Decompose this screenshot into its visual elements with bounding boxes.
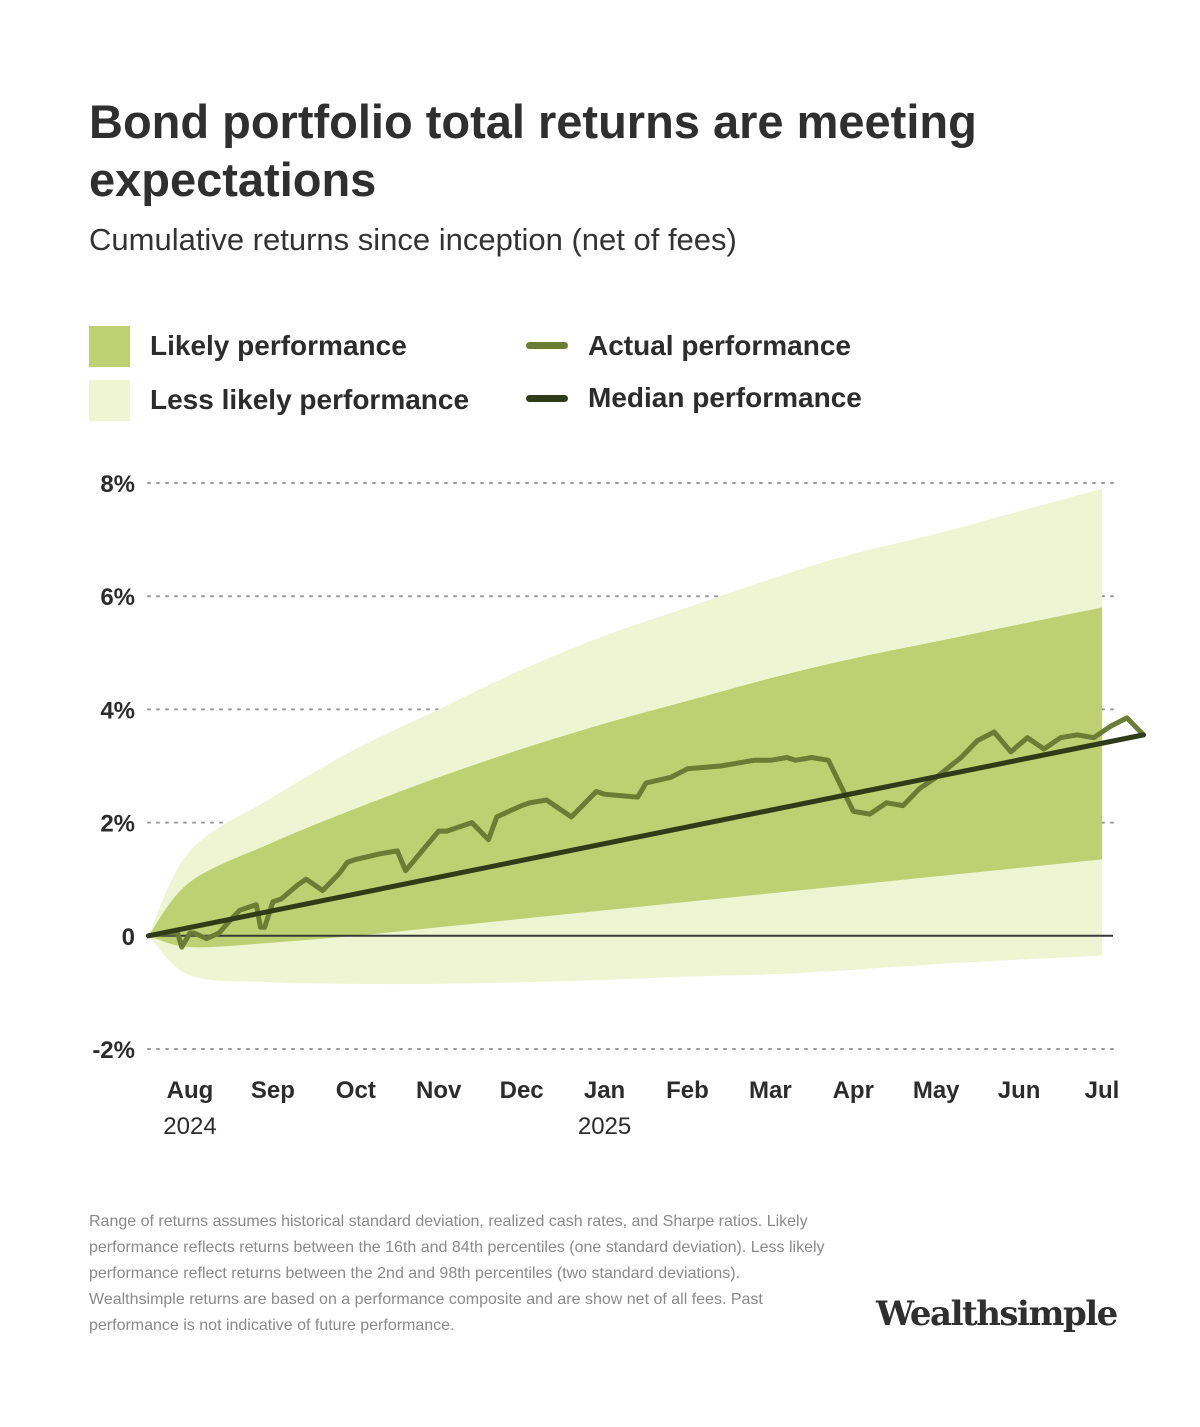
y-tick-label: 2% [100, 811, 135, 838]
legend-label-actual: Actual performance [588, 330, 851, 361]
y-axis-ticks: 8% 6% 4% 2% 0 -2% [92, 471, 135, 1064]
x-year-label: 2025 [578, 1113, 631, 1140]
x-year-label: 2024 [163, 1113, 216, 1140]
x-tick-label: Feb [666, 1077, 709, 1104]
x-tick-label: Mar [749, 1077, 792, 1104]
chart-subtitle: Cumulative returns since inception (net … [89, 222, 737, 257]
chart-title: Bond portfolio total returns are meeting… [89, 95, 977, 206]
legend-swatch-less-likely [89, 380, 130, 421]
actual-performance-line [146, 715, 1146, 950]
median-performance-line [146, 732, 1146, 939]
x-tick-label: Oct [336, 1077, 376, 1104]
legend-line-actual [526, 342, 568, 349]
legend-label-less-likely: Less likely performance [150, 384, 470, 415]
x-tick-label: Jan [584, 1077, 625, 1104]
x-tick-label: Jun [998, 1077, 1041, 1104]
y-tick-label: 6% [100, 584, 135, 611]
x-tick-label: Sep [251, 1077, 295, 1104]
x-tick-label: May [913, 1077, 960, 1104]
wealthsimple-logo: Wealthsimple [876, 1294, 1118, 1334]
x-tick-label: Jul [1085, 1077, 1120, 1104]
likely-band [148, 607, 1102, 948]
legend-swatch-likely [89, 326, 130, 367]
footnote: Range of returns assumes historical stan… [89, 1213, 825, 1334]
x-tick-label: Aug [167, 1077, 214, 1104]
legend-line-median [526, 395, 568, 402]
y-tick-label: -2% [92, 1037, 135, 1064]
legend-label-median: Median performance [588, 382, 862, 413]
legend-label-likely: Likely performance [150, 330, 407, 361]
returns-chart: 8% 6% 4% 2% 0 -2% Aug Sep Oct Nov Dec Jan Feb Mar Apr… [92, 471, 1146, 1140]
x-tick-label: Nov [416, 1077, 462, 1104]
y-tick-label: 0 [122, 924, 135, 951]
x-tick-label: Apr [833, 1077, 874, 1104]
x-axis-ticks: Aug Sep Oct Nov Dec Jan Feb Mar Apr May Jun Jul 2024… [163, 1077, 1119, 1140]
x-tick-label: Dec [500, 1077, 544, 1104]
y-tick-label: 4% [100, 697, 135, 724]
y-tick-label: 8% [100, 471, 135, 498]
